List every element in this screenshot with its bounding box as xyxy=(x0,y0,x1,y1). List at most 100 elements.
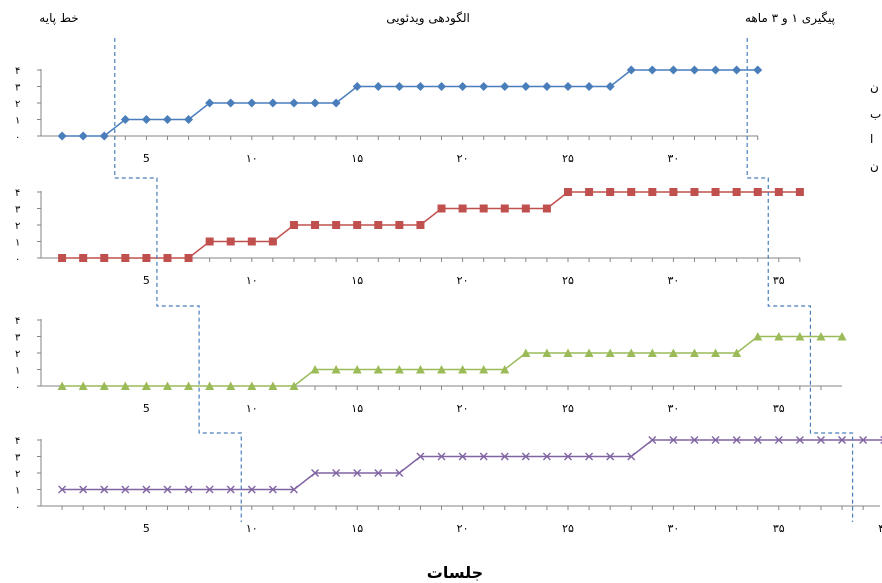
data-point xyxy=(500,365,510,374)
data-point xyxy=(331,98,341,108)
x-tick-label: ۲۰ xyxy=(457,402,469,415)
data-point xyxy=(100,254,109,262)
data-point xyxy=(500,204,509,213)
data-point xyxy=(353,221,362,229)
data-point xyxy=(311,469,320,477)
phase-line-1 xyxy=(114,38,242,522)
data-point xyxy=(753,188,762,196)
data-point xyxy=(226,381,236,390)
data-point xyxy=(184,115,194,124)
data-point xyxy=(585,452,594,461)
data-point xyxy=(58,485,67,494)
data-point xyxy=(584,348,594,357)
data-point xyxy=(838,436,847,444)
x-tick-label: ۱۰ xyxy=(246,522,258,535)
data-point xyxy=(605,348,615,357)
data-point xyxy=(627,188,636,196)
y-tick-label: ۲ xyxy=(15,349,20,360)
data-point xyxy=(332,221,341,229)
data-point xyxy=(564,188,572,196)
x-tick-label: ۳۰ xyxy=(667,402,679,415)
series-line xyxy=(62,439,882,491)
y-tick-label: ۴ xyxy=(15,316,20,327)
data-point xyxy=(753,436,762,444)
data-point xyxy=(732,188,741,196)
data-point xyxy=(690,436,699,444)
data-point xyxy=(395,469,404,477)
data-point xyxy=(648,436,657,444)
data-point xyxy=(711,65,721,75)
data-point xyxy=(205,485,214,494)
data-point xyxy=(247,485,256,494)
x-tick-label: ۲۵ xyxy=(562,274,574,287)
data-point xyxy=(311,221,320,229)
data-point xyxy=(415,365,425,374)
data-point xyxy=(626,348,636,357)
data-point xyxy=(374,469,383,477)
data-point xyxy=(542,82,552,91)
data-point xyxy=(247,381,257,390)
data-point xyxy=(795,436,804,444)
x-tick-label: 5 xyxy=(143,152,150,165)
legend-fragment-1: ن xyxy=(870,80,879,94)
data-point xyxy=(373,365,383,374)
data-point xyxy=(268,98,278,108)
data-point xyxy=(585,188,594,196)
x-tick-label: ۲۵ xyxy=(562,152,574,165)
x-tick-label: ۲۰ xyxy=(457,274,469,287)
data-point xyxy=(226,98,236,108)
data-point xyxy=(816,436,825,444)
data-point xyxy=(99,131,109,141)
y-tick-label: ۰ xyxy=(15,132,20,143)
data-point xyxy=(205,98,215,108)
data-point xyxy=(57,381,67,390)
data-point xyxy=(458,365,468,374)
data-point xyxy=(689,65,699,75)
data-point xyxy=(353,469,362,477)
y-tick-label: ۲ xyxy=(15,221,20,232)
data-point xyxy=(268,237,277,246)
data-point xyxy=(479,82,489,91)
data-point xyxy=(859,436,868,444)
data-point xyxy=(627,452,636,461)
data-point xyxy=(479,452,488,461)
data-point xyxy=(394,365,404,374)
x-tick-label: ۱۵ xyxy=(351,522,363,535)
data-point xyxy=(837,332,847,341)
data-point xyxy=(331,365,341,374)
series-line xyxy=(62,191,800,259)
data-point xyxy=(332,469,341,477)
x-tick-label: ۱۵ xyxy=(351,152,363,165)
data-point xyxy=(352,82,362,91)
data-point xyxy=(753,65,763,75)
data-point xyxy=(352,365,362,374)
y-tick-label: ۱ xyxy=(15,238,20,249)
data-point xyxy=(753,332,763,341)
x-tick-label: 5 xyxy=(143,402,150,415)
data-point xyxy=(289,221,298,229)
y-tick-label: ۱ xyxy=(15,486,20,497)
data-point xyxy=(162,381,172,390)
data-point xyxy=(416,452,425,461)
x-tick-label: ۳۵ xyxy=(773,402,785,415)
y-tick-label: ۳ xyxy=(15,333,21,344)
data-point xyxy=(668,65,678,75)
data-point xyxy=(689,348,699,357)
data-point xyxy=(78,131,88,141)
data-point xyxy=(374,221,383,229)
data-point xyxy=(373,82,383,91)
data-point xyxy=(100,485,109,494)
legend-fragment-3: ا xyxy=(870,132,873,146)
data-point xyxy=(458,82,468,91)
data-point xyxy=(268,485,277,494)
data-point xyxy=(226,237,235,246)
data-point xyxy=(142,254,151,262)
panel-4: ۰ ۱ ۲ ۳ ۴ 5 ۱۰ ۱۵ ۲۰ ۲۵ ۳۰ ۳۵ ۴۰ xyxy=(15,436,882,535)
y-tick-label: ۰ xyxy=(15,382,20,393)
legend-fragment-4: ن xyxy=(870,159,879,173)
data-point xyxy=(99,381,109,390)
data-point xyxy=(647,348,657,357)
data-point xyxy=(521,452,530,461)
data-point xyxy=(78,381,88,390)
data-point xyxy=(584,82,594,91)
